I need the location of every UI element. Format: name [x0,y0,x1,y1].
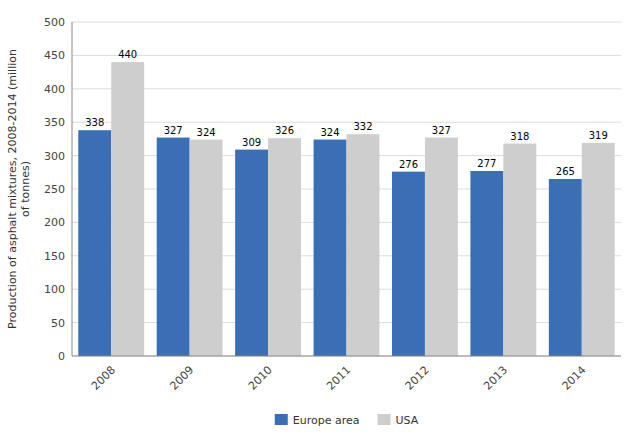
bar [347,134,380,356]
legend-item: USA [377,414,418,427]
y-tick-label: 200 [44,216,65,229]
y-tick-label: 500 [44,16,65,29]
bar [268,138,301,356]
y-tick-label: 350 [44,116,65,129]
y-axis-label: Production of asphalt mixtures, 2008-201… [6,49,32,329]
bar [425,138,458,356]
data-label: 309 [242,137,261,148]
data-labels: 338 327 309 324 276 277 265 440 324 326 332 327 318 3… [85,49,608,177]
bar [235,150,268,356]
legend-label: USA [395,414,418,427]
bars [78,62,614,356]
y-tick-label: 450 [44,49,65,62]
grid [72,22,621,356]
y-tick-label: 400 [44,83,65,96]
y-tick-label: 100 [44,283,65,296]
data-label: 338 [85,117,104,128]
data-label: 276 [399,159,418,170]
bar [190,140,223,356]
bar [157,138,190,356]
data-label: 332 [353,121,372,132]
legend: Europe area USA [275,414,419,427]
bar [392,172,425,356]
y-axis-line [72,22,73,356]
grid-line [72,88,621,89]
x-tick-label: 2010 [246,364,275,393]
x-tick-label: 2009 [167,364,196,393]
x-tick-label: 2013 [481,364,510,393]
y-tick-label: 0 [58,350,65,363]
chart: 0501001502002503003504004505003383273093… [0,0,637,438]
legend-swatch [377,414,390,425]
bar [111,62,144,356]
legend-label: Europe area [293,414,360,427]
y-tick-label: 150 [44,250,65,263]
y-tick-label: 50 [51,317,65,330]
x-tick-label: 2014 [560,364,589,393]
bar [314,140,347,356]
data-label: 327 [432,125,451,136]
data-label: 326 [275,125,294,136]
data-label: 327 [164,125,183,136]
x-tick-label: 2012 [403,364,432,393]
x-axis-line [72,356,621,357]
data-label: 319 [589,130,608,141]
bar [582,143,615,356]
grid-line [72,356,621,357]
data-label: 324 [320,127,339,138]
legend-swatch [275,414,288,425]
x-tick-label: 2011 [324,364,353,393]
y-tick-label: 250 [44,183,65,196]
bar [503,144,536,356]
bar [78,130,111,356]
data-label: 277 [477,158,496,169]
legend-item: Europe area [275,414,360,427]
grid-line [72,22,621,23]
data-label: 324 [197,127,216,138]
bar [470,171,503,356]
grid-line [72,122,621,123]
x-tick-label: 2008 [89,364,118,393]
data-label: 265 [556,166,575,177]
bar [549,179,582,356]
data-label: 318 [510,131,529,142]
grid-line [72,55,621,56]
data-label: 440 [118,49,137,60]
y-tick-label: 300 [44,150,65,163]
